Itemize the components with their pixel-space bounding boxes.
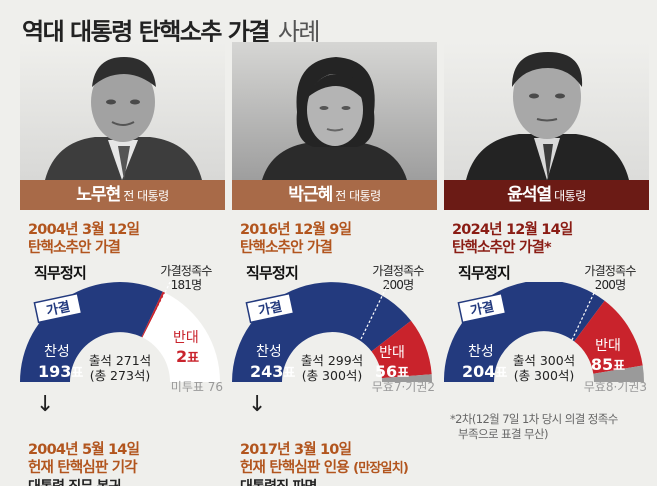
president-title: 전 대통령: [123, 189, 169, 203]
pass-tag: 가결: [245, 292, 295, 324]
down-arrow-icon: ↓: [36, 392, 55, 417]
yes-count: 193표: [38, 362, 83, 381]
quorum-label: 가결정족수 200명: [570, 264, 650, 292]
name-bar: 윤석열 대통령: [444, 180, 649, 210]
president-name: 박근혜: [288, 185, 333, 205]
other-votes: 미투표 76: [171, 380, 223, 392]
pass-tag: 가결: [33, 292, 83, 324]
down-arrow-icon: ↓: [248, 392, 267, 417]
quorum-line: [145, 282, 171, 334]
suspension-label: 직무정지: [458, 264, 511, 282]
quorum-label: 가결정족수 200명: [358, 264, 438, 292]
yes-count: 204표: [462, 362, 507, 381]
quorum-label: 가결정족수 181명: [146, 264, 226, 292]
quorum-value: 200명: [382, 278, 415, 292]
impeachment-date: 2016년 12월 9일: [240, 222, 352, 238]
quorum-value: 181명: [170, 278, 203, 292]
president-title: 전 대통령: [335, 189, 381, 203]
no-label: 반대: [173, 330, 199, 346]
yes-label: 찬성: [256, 344, 282, 360]
name-bar: 박근혜 전 대통령: [232, 180, 437, 210]
column-yoon: 윤석열 대통령 2024년 12월 14일 탄핵소추안 가결* 직무정지 가결정족…: [444, 0, 649, 486]
suspension-label: 직무정지: [34, 264, 87, 282]
president-title: 대통령: [554, 189, 586, 203]
no-count: 2표: [176, 347, 199, 366]
quorum-line: [571, 282, 600, 341]
no-arc: [574, 300, 643, 374]
impeachment-event: 탄핵소추안 가결*: [452, 240, 552, 256]
ruling-outcome: 헌재 탄핵심판 인용 (만장일치): [240, 460, 409, 476]
ruling-outcome: 헌재 탄핵심판 기각: [28, 460, 138, 476]
page-title: 역대 대통령 탄핵소추 가결 사례: [22, 12, 321, 47]
footnote: *2차(12월 7일 1차 당시 의결 정족수 부족으로 표결 무산): [450, 412, 618, 442]
impeachment-event: 탄핵소추안 가결: [240, 240, 333, 256]
president-name: 윤석열: [507, 185, 552, 205]
column-park: 박근혜 전 대통령 2016년 12월 9일 탄핵소추안 가결 직무정지 가결정족…: [232, 0, 437, 486]
yes-label: 찬성: [44, 344, 70, 360]
ruling-result: 대통령 직무 복귀: [28, 476, 121, 486]
other-votes: 무효7·기권2: [372, 380, 435, 392]
footnote-line: 부족으로 표결 무산): [458, 427, 548, 441]
pass-tag-text: 가결: [469, 299, 496, 320]
no-label: 반대: [595, 338, 621, 354]
other-votes: 무효8·기권3: [584, 380, 647, 392]
impeachment-date: 2024년 12월 14일: [452, 222, 573, 238]
portrait-park: [232, 42, 437, 180]
present-count: 출석 300석: [513, 353, 575, 368]
footnote-line: *2차(12월 7일 1차 당시 의결 정족수: [450, 412, 618, 426]
title-main: 역대 대통령 탄핵소추 가결: [22, 18, 270, 46]
president-name: 노무현: [76, 185, 121, 205]
suspension-label: 직무정지: [246, 264, 299, 282]
quorum-value: 200명: [594, 278, 627, 292]
no-count: 85표: [591, 355, 625, 374]
impeachment-date: 2004년 3월 12일: [28, 222, 140, 238]
ruling-date: 2004년 5월 14일: [28, 442, 140, 458]
total-seats: (총 300석): [302, 368, 363, 383]
vote-chart: 가결 찬성 243표 반대 56표 출석 299석 (총 300석) 무효7·기…: [232, 282, 435, 392]
yes-count: 243표: [250, 362, 295, 381]
other-arc: [142, 292, 220, 382]
other-arc: [593, 365, 645, 382]
quorum-title: 가결정족수: [372, 264, 424, 278]
column-roh: 노무현 전 대통령 2004년 3월 12일 탄핵소추안 가결 직무정지 가결정족…: [20, 0, 225, 486]
ruling-date: 2017년 3월 10일: [240, 442, 352, 458]
vote-chart: 가결 찬성 193표 반대 2표 출석 271석 (총 273석) 미투표 76: [20, 282, 223, 392]
quorum-title: 가결정족수: [584, 264, 636, 278]
no-label: 반대: [379, 345, 405, 361]
portrait-roh: [20, 42, 225, 180]
impeachment-event: 탄핵소추안 가결: [28, 240, 121, 256]
no-count: 56표: [375, 362, 409, 381]
pass-tag: 가결: [457, 292, 507, 324]
present-count: 출석 271석: [89, 353, 151, 368]
present-count: 출석 299석: [301, 353, 363, 368]
no-arc: [371, 320, 432, 379]
vote-chart: 가결 찬성 204표 반대 85표 출석 300석 (총 300석) 무효8·기…: [444, 282, 647, 392]
pass-tag-text: 가결: [45, 299, 72, 320]
total-seats: (총 300석): [514, 368, 575, 383]
no-arc: [141, 291, 166, 338]
pass-tag-text: 가결: [257, 299, 284, 320]
portrait-yoon: [444, 42, 649, 180]
other-arc: [381, 374, 432, 382]
ruling-result: 대통령직 파면: [240, 476, 317, 486]
total-seats: (총 273석): [90, 368, 151, 383]
quorum-title: 가결정족수: [160, 264, 212, 278]
quorum-line: [360, 282, 390, 340]
yes-label: 찬성: [468, 344, 494, 360]
name-bar: 노무현 전 대통령: [20, 180, 225, 210]
title-sub: 사례: [277, 18, 321, 46]
